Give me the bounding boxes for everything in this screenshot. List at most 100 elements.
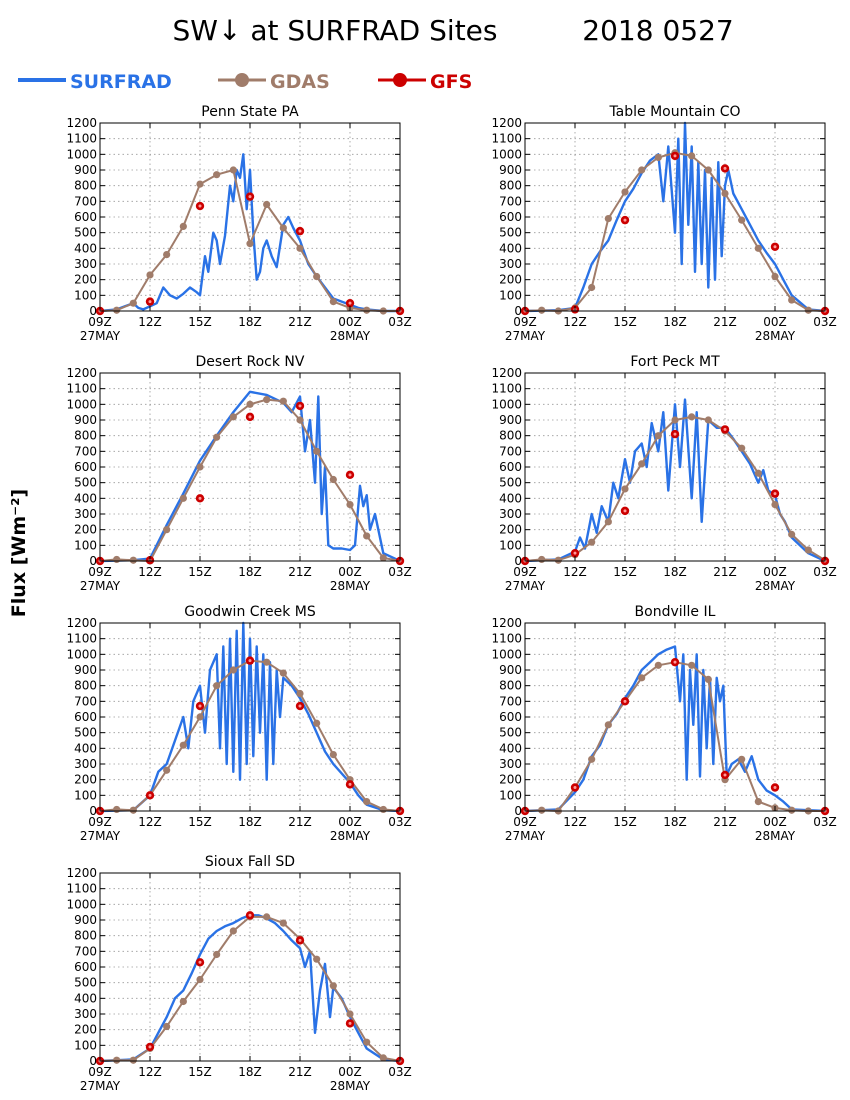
- y-tick-label: 1000: [66, 147, 97, 161]
- gfs-point-highlight: [198, 960, 202, 964]
- gdas-point: [363, 306, 371, 314]
- y-tick-label: 1000: [491, 397, 522, 411]
- gdas-point: [538, 806, 546, 814]
- y-tick-label: 300: [74, 257, 97, 271]
- y-tick-label: 500: [499, 226, 522, 240]
- y-tick-label: 800: [74, 929, 97, 943]
- x-tick-label: 09Z: [88, 315, 112, 329]
- gdas-point: [621, 485, 629, 493]
- y-tick-label: 800: [499, 679, 522, 693]
- x-tick-label: 03Z: [388, 565, 412, 579]
- gdas-point: [279, 397, 287, 405]
- y-tick-label: 200: [74, 773, 97, 787]
- x-tick-label: 21Z: [713, 815, 737, 829]
- panel-title: Fort Peck MT: [630, 354, 720, 370]
- y-tick-label: 300: [74, 507, 97, 521]
- y-tick-label: 1200: [66, 616, 97, 630]
- y-tick-label: 600: [499, 210, 522, 224]
- x-tick-label: 15Z: [613, 815, 637, 829]
- gdas-point: [688, 152, 696, 160]
- gdas-point: [754, 798, 762, 806]
- gdas-point: [196, 180, 204, 188]
- y-tick-label: 700: [499, 444, 522, 458]
- y-tick-label: 700: [74, 694, 97, 708]
- gdas-point: [296, 416, 304, 424]
- gfs-point-highlight: [348, 473, 352, 477]
- y-tick-label: 600: [74, 960, 97, 974]
- gdas-point: [113, 805, 121, 814]
- gdas-point: [163, 766, 171, 774]
- gfs-point-highlight: [348, 1021, 352, 1025]
- gdas-point: [129, 806, 137, 814]
- gdas-point: [329, 298, 337, 306]
- gdas-point: [671, 416, 679, 424]
- gfs-point-highlight: [298, 704, 302, 708]
- y-tick-label: 300: [74, 1007, 97, 1021]
- series-surfrad-line: [524, 398, 826, 563]
- y-tick-label: 600: [74, 210, 97, 224]
- gdas-point: [296, 689, 304, 698]
- gdas-point: [313, 272, 321, 281]
- x-tick-label: 12Z: [563, 565, 587, 579]
- gdas-point: [704, 166, 712, 174]
- x-tick-label: 18Z: [663, 315, 687, 329]
- date-label: 27MAY: [505, 579, 546, 593]
- y-tick-label: 800: [74, 679, 97, 693]
- gdas-point: [346, 1010, 354, 1018]
- y-tick-label: 600: [74, 710, 97, 724]
- x-tick-label: 18Z: [238, 315, 262, 329]
- gdas-point: [163, 251, 171, 259]
- gfs-point-highlight: [248, 913, 252, 917]
- x-tick-label: 21Z: [288, 1065, 312, 1079]
- panel-title: Bondville IL: [635, 604, 716, 620]
- legend-gfs-marker: [393, 73, 407, 87]
- gdas-point: [754, 469, 762, 477]
- x-tick-label: 15Z: [188, 565, 212, 579]
- gfs-point-highlight: [148, 793, 152, 797]
- gfs-point-highlight: [623, 218, 627, 222]
- y-tick-label: 1100: [66, 882, 97, 896]
- gfs-point-highlight: [148, 300, 152, 304]
- y-tick-label: 900: [74, 663, 97, 677]
- x-tick-label: 18Z: [663, 815, 687, 829]
- x-tick-label: 03Z: [388, 315, 412, 329]
- gdas-point: [704, 416, 712, 424]
- gdas-point: [654, 153, 662, 162]
- gdas-point: [263, 396, 271, 404]
- panel-title: Sioux Fall SD: [205, 854, 295, 870]
- gdas-point: [788, 296, 796, 304]
- gdas-point: [296, 244, 304, 252]
- gdas-point: [329, 982, 337, 990]
- x-tick-label: 18Z: [238, 565, 262, 579]
- y-tick-label: 900: [499, 163, 522, 177]
- y-tick-label: 500: [74, 226, 97, 240]
- gfs-point-highlight: [198, 704, 202, 708]
- x-tick-label: 09Z: [88, 1065, 112, 1079]
- date-label: 28MAY: [330, 1079, 371, 1093]
- y-tick-label: 1100: [491, 382, 522, 396]
- y-tick-label: 1100: [66, 382, 97, 396]
- y-tick-label: 300: [74, 757, 97, 771]
- panel-title: Table Mountain CO: [608, 104, 740, 120]
- y-tick-label: 1000: [66, 897, 97, 911]
- y-tick-label: 1100: [491, 632, 522, 646]
- gdas-point: [179, 222, 187, 230]
- gdas-point: [654, 661, 662, 669]
- y-tick-label: 200: [74, 273, 97, 287]
- gdas-point: [604, 721, 612, 729]
- y-tick-label: 1000: [66, 397, 97, 411]
- gdas-point: [704, 675, 712, 684]
- gfs-point-highlight: [198, 204, 202, 208]
- y-tick-label: 100: [499, 788, 522, 802]
- date-label: 28MAY: [330, 579, 371, 593]
- x-tick-label: 18Z: [238, 815, 262, 829]
- y-tick-label: 900: [499, 413, 522, 427]
- gfs-point-highlight: [723, 427, 727, 431]
- gdas-point: [279, 919, 287, 927]
- x-tick-label: 21Z: [288, 815, 312, 829]
